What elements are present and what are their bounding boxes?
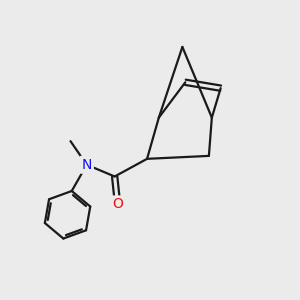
Text: N: N	[82, 158, 92, 172]
Text: O: O	[112, 197, 123, 212]
